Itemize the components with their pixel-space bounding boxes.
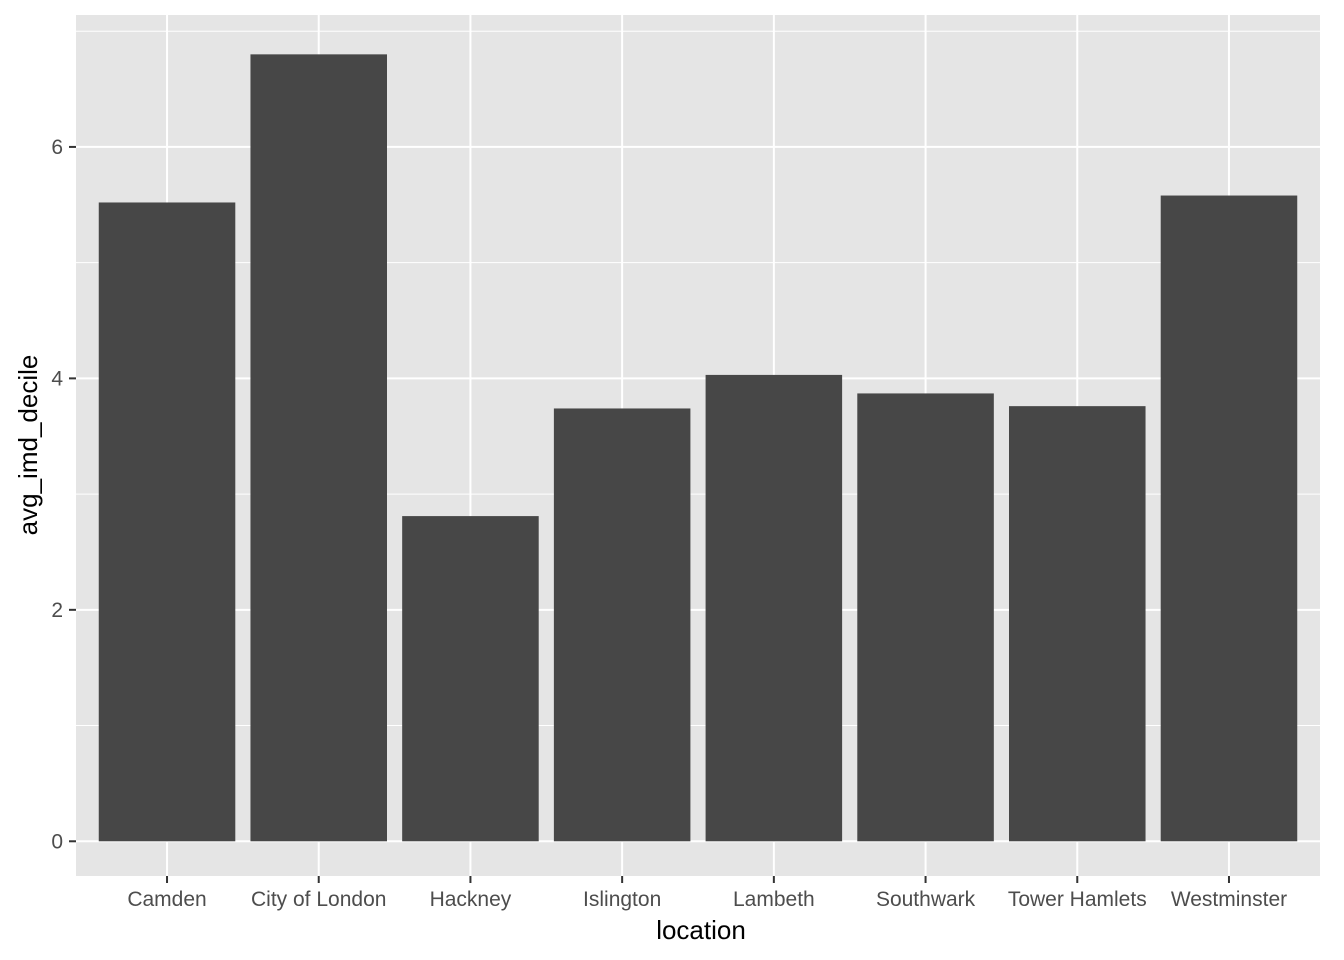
bar-westminster	[1160, 195, 1298, 842]
y-tick-label: 6	[51, 136, 63, 159]
x-axis: Camden City of London Hackney Islington Lamb…	[127, 876, 1287, 911]
y-axis: 0 2 4 6	[51, 136, 76, 853]
bar-camden	[98, 202, 236, 842]
y-tick-label: 0	[51, 830, 63, 853]
y-tick-label: 4	[51, 367, 63, 390]
bar-lambeth	[705, 374, 843, 842]
bar-southwark	[857, 393, 994, 842]
bar-islington	[553, 408, 691, 842]
y-axis-title: avg_imd_decile	[13, 355, 43, 536]
x-axis-title: location	[656, 915, 746, 945]
bars	[98, 54, 1298, 842]
x-tick-label: Islington	[583, 888, 661, 911]
x-tick-label: Hackney	[430, 888, 512, 911]
bar-hackney	[402, 516, 539, 842]
x-tick-label: Camden	[127, 888, 206, 911]
x-tick-label: City of London	[251, 888, 386, 911]
bar-tower-hamlets	[1009, 406, 1146, 842]
x-tick-label: Westminster	[1171, 888, 1287, 911]
x-tick-label: Southwark	[876, 888, 976, 911]
x-tick-label: Tower Hamlets	[1008, 888, 1147, 911]
bar-city-of-london	[250, 54, 387, 842]
y-tick-label: 2	[51, 599, 63, 622]
x-tick-label: Lambeth	[733, 888, 815, 911]
